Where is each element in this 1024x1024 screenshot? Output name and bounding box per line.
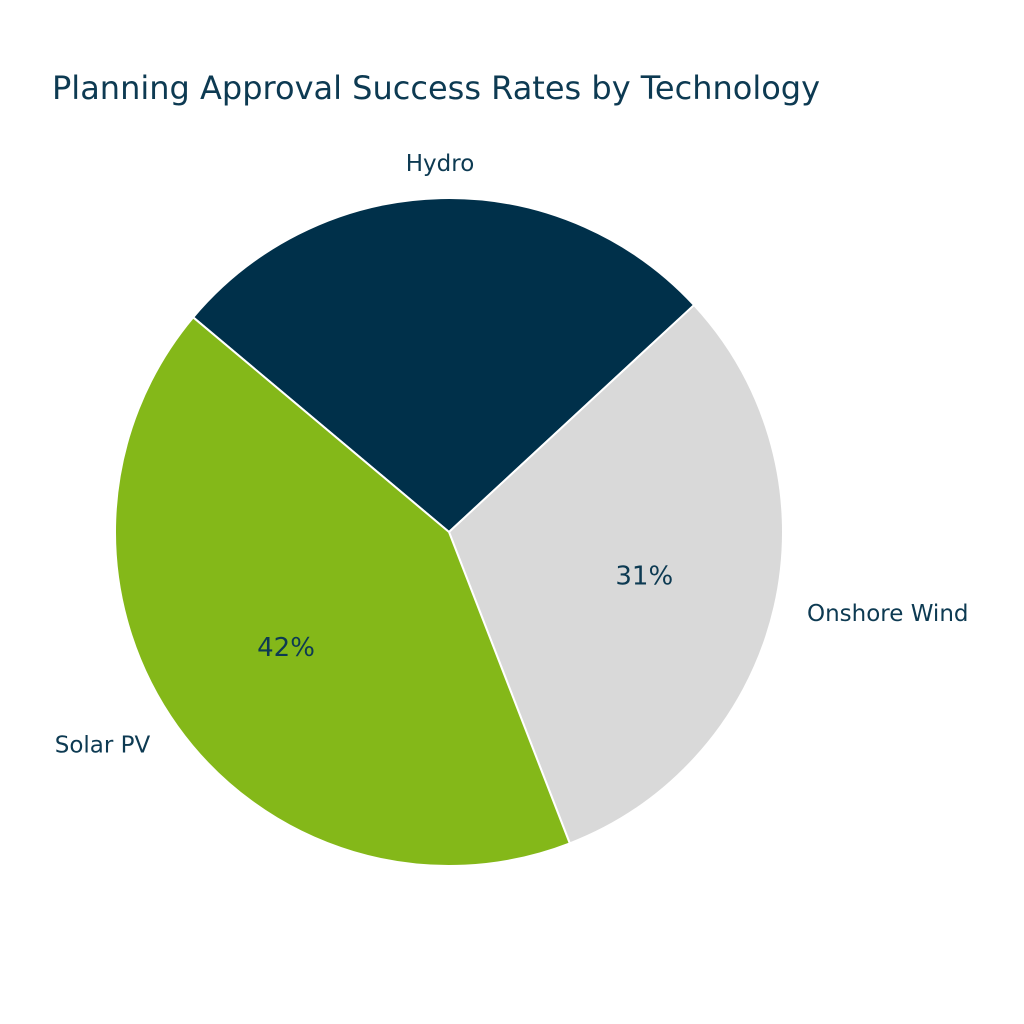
slice-label-hydro: Hydro (406, 151, 475, 177)
slice-label-solar-pv: Solar PV (55, 732, 151, 758)
pie-slice-hydro (192, 197, 696, 533)
pie-labels: Hydro Onshore Wind 31% Solar PV 42% (55, 151, 969, 758)
pie-slice-onshore-wind (448, 304, 784, 845)
slice-label-onshore-wind: Onshore Wind (807, 601, 969, 627)
pie-slices (114, 197, 784, 867)
chart-title: Planning Approval Success Rates by Techn… (52, 69, 820, 107)
slice-percent-onshore-wind: 31% (615, 562, 673, 592)
slice-percent-solar-pv: 42% (257, 633, 315, 663)
pie-slice-solar-pv (114, 316, 571, 867)
